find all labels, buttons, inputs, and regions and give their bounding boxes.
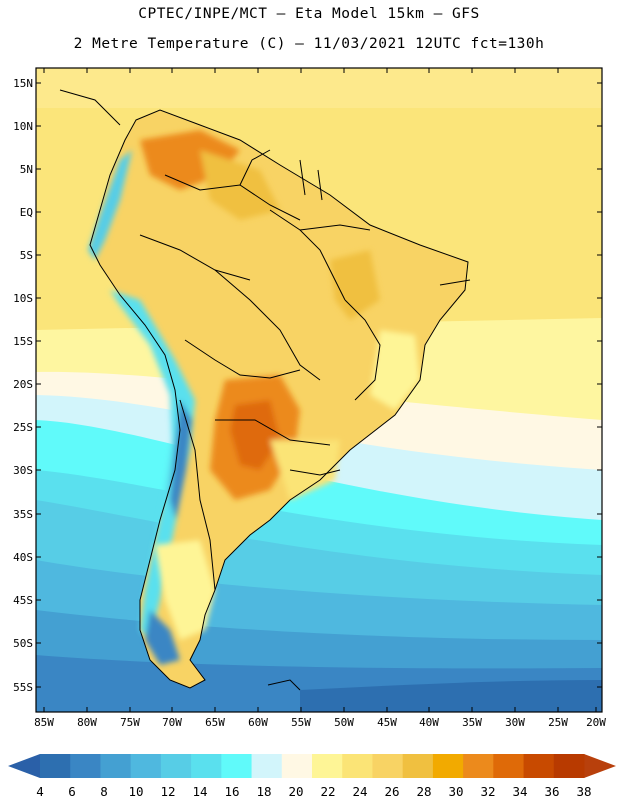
colorbar-label: 16: [224, 784, 239, 799]
lat-label: EQ: [20, 206, 33, 219]
latitude-axis: 15N 10N 5N EQ 5S 10S 15S 20S 25S 30S 35S…: [13, 77, 602, 694]
lon-label: 65W: [205, 716, 225, 729]
lat-label: 5S: [20, 249, 33, 262]
colorbar-swatch: [312, 754, 343, 778]
colorbar-swatch: [553, 754, 585, 778]
lat-label: 20S: [13, 378, 33, 391]
colorbar-label: 12: [160, 784, 175, 799]
temperature-colorbar: 4 6 8 10 12 14 16 18 20 22 24 26 28 30 32 34 36 38: [8, 754, 616, 799]
lat-label: 25S: [13, 421, 33, 434]
colorbar-label: 4: [36, 784, 44, 799]
lon-label: 20W: [586, 716, 606, 729]
political-borders: [59, 89, 471, 691]
colorbar-label: 14: [192, 784, 207, 799]
colorbar-swatch: [100, 754, 132, 778]
colorbar-swatch: [70, 754, 101, 778]
map-title-line-1: CPTEC/INPE/MCT – Eta Model 15km – GFS: [138, 6, 480, 22]
map-frame: [35, 67, 603, 713]
colorbar-swatch: [463, 754, 494, 778]
lat-label: 10N: [13, 120, 33, 133]
colorbar-label: 26: [384, 784, 399, 799]
lat-label: 10S: [13, 292, 33, 305]
temperature-field: [36, 68, 602, 712]
longitude-axis: 85W 80W 75W 70W 65W 60W 55W 50W 45W 40W …: [34, 68, 606, 729]
colorbar-label: 8: [100, 784, 108, 799]
lon-label: 30W: [505, 716, 525, 729]
colorbar-swatch: [160, 754, 192, 778]
south-america-landmass: [88, 110, 468, 688]
lat-label: 45S: [13, 594, 33, 607]
map-title-line-2: 2 Metre Temperature (C) – 11/03/2021 12U…: [73, 36, 545, 52]
colorbar-label: 10: [128, 784, 143, 799]
colorbar-swatch: [432, 754, 464, 778]
colorbar-label: 6: [68, 784, 76, 799]
colorbar-over-arrow: [584, 754, 616, 778]
lon-label: 45W: [377, 716, 397, 729]
colorbar-swatch: [281, 754, 313, 778]
lat-label: 40S: [13, 551, 33, 564]
colorbar-swatch: [251, 754, 283, 778]
lon-label: 80W: [77, 716, 97, 729]
colorbar-label: 24: [352, 784, 367, 799]
lat-label: 15S: [13, 335, 33, 348]
colorbar-label: 30: [448, 784, 463, 799]
colorbar-label: 18: [256, 784, 271, 799]
lat-label: 5N: [20, 163, 33, 176]
colorbar-swatch: [402, 754, 434, 778]
colorbar-label: 22: [320, 784, 335, 799]
colorbar-label: 20: [288, 784, 303, 799]
colorbar-label: 36: [544, 784, 559, 799]
lat-label: 35S: [13, 508, 33, 521]
lon-label: 40W: [419, 716, 439, 729]
colorbar-swatch: [372, 754, 404, 778]
lat-label: 15N: [13, 77, 33, 90]
colorbar-swatch: [523, 754, 555, 778]
lon-label: 50W: [334, 716, 354, 729]
colorbar-swatch: [130, 754, 162, 778]
lat-label: 30S: [13, 464, 33, 477]
lon-label: 25W: [548, 716, 568, 729]
colorbar-swatch: [493, 754, 525, 778]
lat-label: 55S: [13, 681, 33, 694]
colorbar-swatch: [342, 754, 373, 778]
colorbar-swatch: [191, 754, 222, 778]
colorbar-label: 32: [480, 784, 495, 799]
lon-label: 35W: [462, 716, 482, 729]
colorbar-swatch: [221, 754, 253, 778]
colorbar-swatch: [40, 754, 71, 778]
colorbar-label: 34: [512, 784, 527, 799]
colorbar-label: 28: [416, 784, 431, 799]
lon-label: 85W: [34, 716, 54, 729]
colorbar-label: 38: [576, 784, 591, 799]
lat-label: 50S: [13, 637, 33, 650]
lon-label: 70W: [162, 716, 182, 729]
lon-label: 60W: [248, 716, 268, 729]
colorbar-under-arrow: [8, 754, 40, 778]
lon-label: 75W: [120, 716, 140, 729]
lon-label: 55W: [291, 716, 311, 729]
